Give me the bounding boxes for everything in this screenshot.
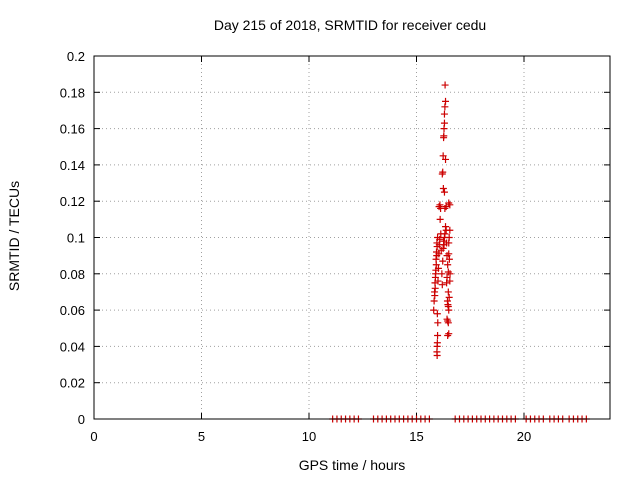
chart-title: Day 215 of 2018, SRMTID for receiver ced… — [213, 17, 487, 33]
data-point — [444, 268, 452, 276]
data-point — [442, 203, 450, 211]
data-point — [430, 297, 438, 305]
data-point — [436, 201, 444, 209]
data-point — [445, 293, 453, 301]
data-point — [444, 332, 452, 340]
plot-frame — [93, 55, 611, 420]
data-point — [445, 255, 453, 263]
x-tick-label: 0 — [90, 429, 97, 444]
data-point — [438, 281, 446, 289]
data-point — [440, 119, 448, 127]
data-point — [439, 244, 447, 252]
data-point — [432, 270, 440, 278]
data-point — [440, 110, 448, 118]
data-point — [442, 97, 450, 105]
data-point — [441, 81, 449, 89]
data-point — [441, 103, 449, 111]
x-axis-label: GPS time / hours — [298, 457, 406, 473]
data-point — [440, 188, 448, 196]
data-point — [431, 292, 439, 300]
y-tick-label: 0.1 — [67, 231, 85, 246]
data-point — [439, 257, 447, 265]
data-point — [442, 155, 450, 163]
y-tick-label: 0.12 — [60, 194, 85, 209]
data-point — [439, 152, 447, 160]
data-point — [445, 306, 453, 314]
data-point — [434, 319, 442, 327]
data-point — [445, 250, 453, 258]
data-point — [443, 315, 451, 323]
data-point — [446, 270, 454, 278]
data-point — [439, 184, 447, 192]
data-point — [444, 319, 452, 327]
data-point — [436, 235, 444, 243]
y-tick-label: 0.18 — [60, 85, 85, 100]
data-point — [440, 132, 448, 140]
grid — [94, 56, 610, 419]
y-tick-label: 0.14 — [60, 158, 85, 173]
y-tick-label: 0.02 — [60, 376, 85, 391]
data-point — [433, 339, 441, 347]
x-tick-label: 15 — [409, 429, 423, 444]
axis-ticks: 0 0.02 0.04 0.06 0.08 0.1 0.12 0.14 0.16 0.18 0.2 0… — [60, 49, 610, 444]
data-point — [444, 261, 452, 269]
data-points — [329, 81, 590, 423]
data-point — [442, 223, 450, 231]
data-point — [430, 306, 438, 314]
data-point — [435, 203, 443, 211]
data-point — [431, 284, 439, 292]
data-point — [441, 230, 449, 238]
data-point — [435, 250, 443, 258]
y-tick-label: 0.2 — [67, 49, 85, 64]
data-point — [446, 277, 454, 285]
x-tick-label: 10 — [302, 429, 316, 444]
data-point — [439, 168, 447, 176]
data-point — [444, 317, 452, 325]
data-point — [434, 277, 442, 285]
y-tick-label: 0.16 — [60, 122, 85, 137]
data-point — [444, 288, 452, 296]
data-point — [434, 264, 442, 272]
data-point — [445, 330, 453, 338]
data-point — [445, 234, 453, 241]
data-point — [443, 273, 451, 281]
data-point — [432, 255, 440, 263]
y-tick-label: 0.08 — [60, 267, 85, 282]
y-tick-label: 0 — [78, 412, 85, 427]
y-tick-label: 0.06 — [60, 303, 85, 318]
y-tick-label: 0.04 — [60, 339, 85, 354]
data-point — [441, 204, 449, 212]
x-tick-label: 20 — [517, 429, 531, 444]
data-point — [433, 310, 441, 318]
x-tick-label: 5 — [198, 429, 205, 444]
data-point — [438, 270, 446, 278]
data-point — [436, 215, 444, 223]
data-point — [446, 226, 454, 234]
data-point — [434, 332, 442, 340]
data-point — [433, 351, 441, 359]
data-point — [446, 201, 454, 209]
